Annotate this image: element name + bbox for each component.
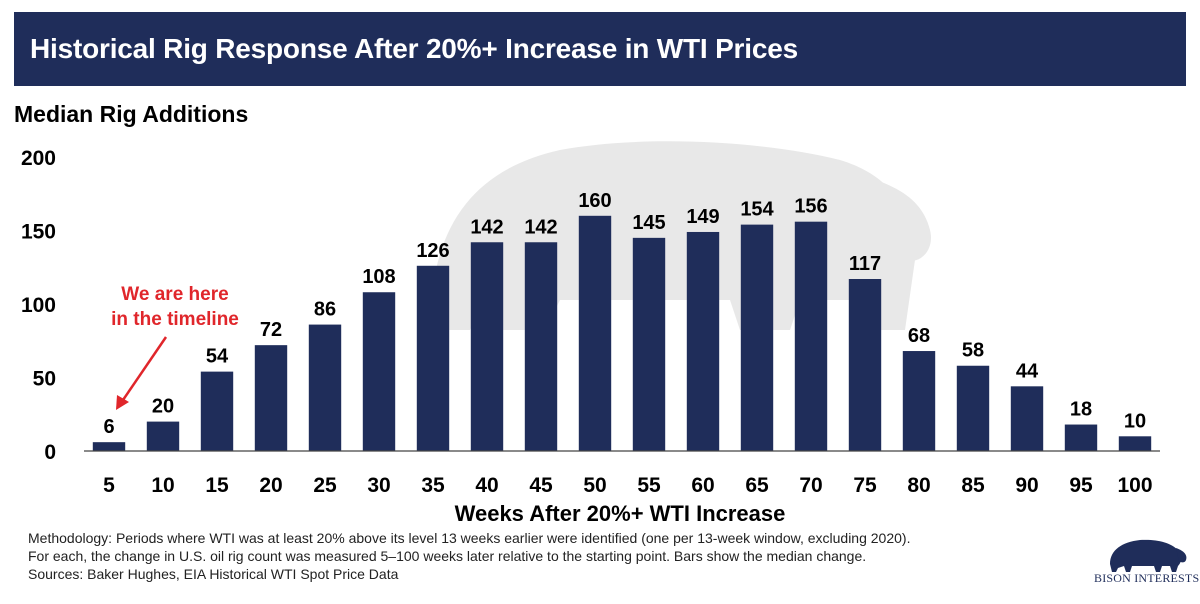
- annotation-line-1: We are here: [121, 284, 228, 305]
- y-tick-label: 50: [33, 368, 56, 391]
- bar-10: [146, 421, 180, 451]
- x-axis-label: Weeks After 20%+ WTI Increase: [455, 501, 786, 526]
- value-labels-group: 6 20 54 72 86 108 126 142 142 160 145 149 154 156 117 6…: [103, 190, 1146, 438]
- bar-90: [1010, 386, 1044, 451]
- footnote-sources: Sources: Baker Hughes, EIA Historical WT…: [28, 566, 399, 582]
- value-label-100: 10: [1124, 410, 1146, 432]
- y-tick-label: 200: [21, 147, 56, 170]
- value-label-85: 58: [962, 340, 984, 362]
- value-label-40: 142: [470, 216, 503, 238]
- x-tick-label-35: 35: [421, 474, 445, 497]
- chart-title: Median Rig Additions: [14, 101, 249, 127]
- footnote-method-detail: For each, the change in U.S. oil rig cou…: [28, 548, 867, 564]
- y-tick-label: 0: [44, 441, 56, 464]
- x-tick-label-85: 85: [961, 474, 985, 497]
- x-tick-label-5: 5: [103, 474, 115, 497]
- x-tick-label-55: 55: [637, 474, 661, 497]
- value-label-65: 154: [740, 199, 774, 221]
- x-tick-label-10: 10: [151, 474, 174, 497]
- footnote-methodology: Methodology: Periods where WTI was at le…: [28, 530, 911, 546]
- footnote: Methodology: Periods where WTI was at le…: [28, 529, 1088, 583]
- x-tick-label-70: 70: [799, 474, 822, 497]
- y-axis: 0 50 100 150 200: [21, 147, 56, 464]
- value-label-35: 126: [416, 240, 449, 262]
- value-label-45: 142: [524, 216, 557, 238]
- page-title: Historical Rig Response After 20%+ Incre…: [30, 33, 798, 64]
- bison-icon: [1110, 539, 1187, 572]
- value-label-80: 68: [908, 325, 930, 347]
- x-tick-label-25: 25: [313, 474, 337, 497]
- value-label-70: 156: [794, 196, 827, 218]
- bar-40: [470, 242, 504, 451]
- x-tick-label-75: 75: [853, 474, 877, 497]
- value-label-20: 72: [260, 319, 282, 341]
- x-tick-label-30: 30: [367, 474, 390, 497]
- bar-20: [254, 345, 288, 451]
- annotation-line-2: in the timeline: [111, 309, 239, 330]
- x-tick-label-40: 40: [475, 474, 498, 497]
- bar-chart: 0 50 100 150 200 6 20 54 72 86 108 126 142 142 160 145…: [21, 141, 1160, 526]
- x-tick-label-90: 90: [1015, 474, 1038, 497]
- x-tick-label-15: 15: [205, 474, 229, 497]
- bar-25: [308, 324, 342, 451]
- x-tick-label-80: 80: [907, 474, 930, 497]
- x-tick-label-20: 20: [259, 474, 282, 497]
- bar-85: [956, 365, 990, 451]
- x-tick-label-65: 65: [745, 474, 769, 497]
- bar-50: [578, 215, 612, 451]
- x-axis: 5 10 15 20 25 30 35 40 45 50 55 60 65 70 75 80 85 90 95 100: [103, 474, 1152, 497]
- value-label-90: 44: [1016, 360, 1039, 382]
- bar-5: [92, 442, 126, 451]
- y-tick-label: 150: [21, 221, 56, 244]
- bar-60: [686, 231, 720, 451]
- value-label-30: 108: [362, 266, 395, 288]
- x-tick-label-50: 50: [583, 474, 606, 497]
- brand-name: BISON INTERESTS: [1094, 571, 1200, 585]
- bar-100: [1118, 436, 1152, 451]
- annotation-arrow-head: [116, 395, 129, 410]
- bar-35: [416, 265, 450, 451]
- x-tick-label-45: 45: [529, 474, 553, 497]
- value-label-15: 54: [206, 346, 229, 368]
- bar-15: [200, 371, 234, 451]
- bars-group: [92, 215, 1152, 451]
- bar-75: [848, 279, 882, 451]
- value-label-95: 18: [1070, 399, 1092, 421]
- bar-30: [362, 292, 396, 451]
- bar-80: [902, 351, 936, 451]
- y-tick-label: 100: [21, 294, 56, 317]
- x-tick-label-95: 95: [1069, 474, 1093, 497]
- value-label-10: 20: [152, 396, 174, 418]
- bar-65: [740, 224, 774, 451]
- value-label-75: 117: [849, 253, 881, 275]
- bar-55: [632, 237, 666, 451]
- header-banner: Historical Rig Response After 20%+ Incre…: [14, 12, 1186, 86]
- bar-95: [1064, 424, 1098, 451]
- x-tick-label-100: 100: [1117, 474, 1152, 497]
- value-label-5: 6: [103, 416, 114, 438]
- value-label-60: 149: [686, 206, 719, 228]
- annotation-arrow-shaft: [121, 336, 168, 401]
- bar-70: [794, 221, 828, 451]
- annotation-we-are-here: We are here in the timeline: [111, 284, 239, 410]
- value-label-50: 160: [578, 190, 611, 212]
- bar-45: [524, 242, 558, 451]
- value-label-25: 86: [314, 299, 336, 321]
- value-label-55: 145: [632, 212, 665, 234]
- x-tick-label-60: 60: [691, 474, 714, 497]
